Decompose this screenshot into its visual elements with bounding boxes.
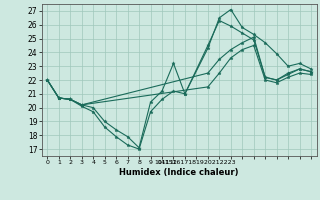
X-axis label: Humidex (Indice chaleur): Humidex (Indice chaleur) [119,168,239,177]
